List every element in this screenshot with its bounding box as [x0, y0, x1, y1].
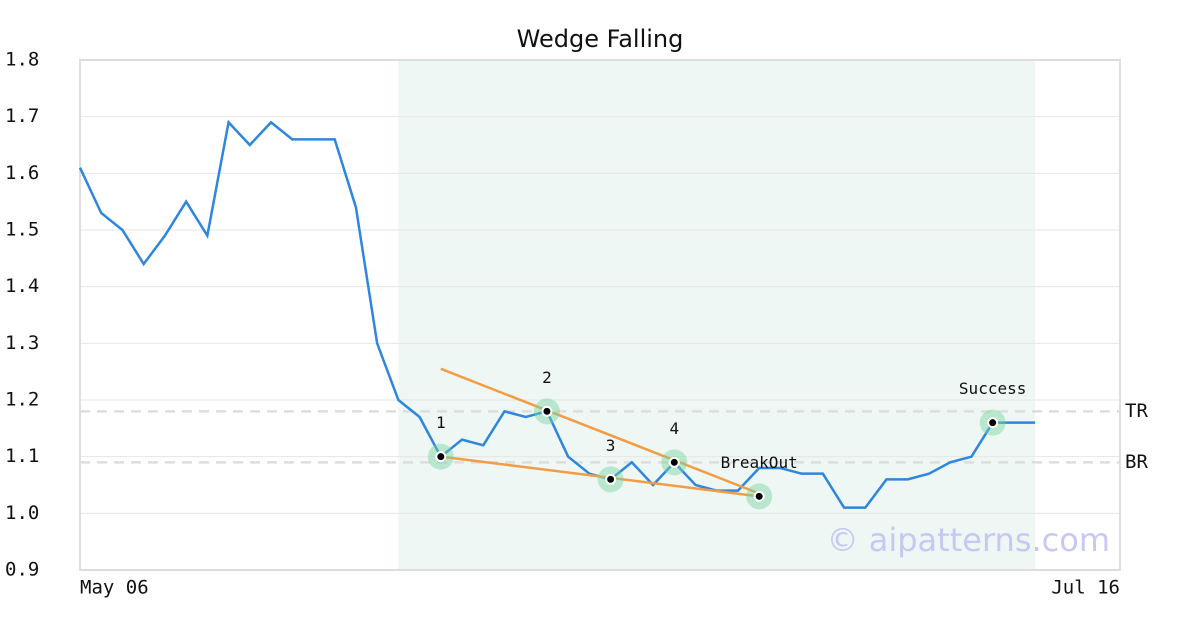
- y-tick-label: 1.2: [5, 389, 39, 411]
- point-dot: [435, 451, 447, 463]
- point-dot: [668, 456, 680, 468]
- shaded-region: [398, 60, 1036, 570]
- plot-frame: [79, 59, 1121, 571]
- point-label: Success: [959, 379, 1026, 398]
- point-label: 3: [606, 436, 616, 455]
- point-dot: [987, 417, 999, 429]
- x-tick-label: May 06: [80, 577, 149, 599]
- point-label: 4: [669, 419, 679, 438]
- point-label: 1: [436, 413, 446, 432]
- point-dot: [753, 490, 765, 502]
- y-tick-label: 0.9: [5, 559, 39, 581]
- y-tick-label: 1.3: [5, 332, 39, 354]
- y-tick-label: 1.5: [5, 219, 39, 241]
- trend-line: [440, 367, 760, 495]
- price-line: [78, 119, 1036, 509]
- trend-line: [440, 455, 760, 498]
- point-dot: [605, 473, 617, 485]
- level-label: TR: [1125, 400, 1148, 422]
- y-tick-label: 1.8: [5, 49, 39, 71]
- y-tick-label: 1.6: [5, 162, 39, 184]
- point-label: BreakOut: [721, 453, 798, 472]
- y-tick-label: 1.0: [5, 502, 39, 524]
- y-tick-label: 1.4: [5, 275, 39, 297]
- y-tick-label: 1.7: [5, 105, 39, 127]
- point-dot: [541, 405, 553, 417]
- watermark: © aipatterns.com: [827, 521, 1110, 559]
- level-label: BR: [1125, 451, 1148, 473]
- point-label: 2: [542, 368, 552, 387]
- x-tick-label: Jul 16: [1051, 577, 1120, 599]
- y-tick-label: 1.1: [5, 445, 39, 467]
- chart-title: Wedge Falling: [517, 25, 684, 53]
